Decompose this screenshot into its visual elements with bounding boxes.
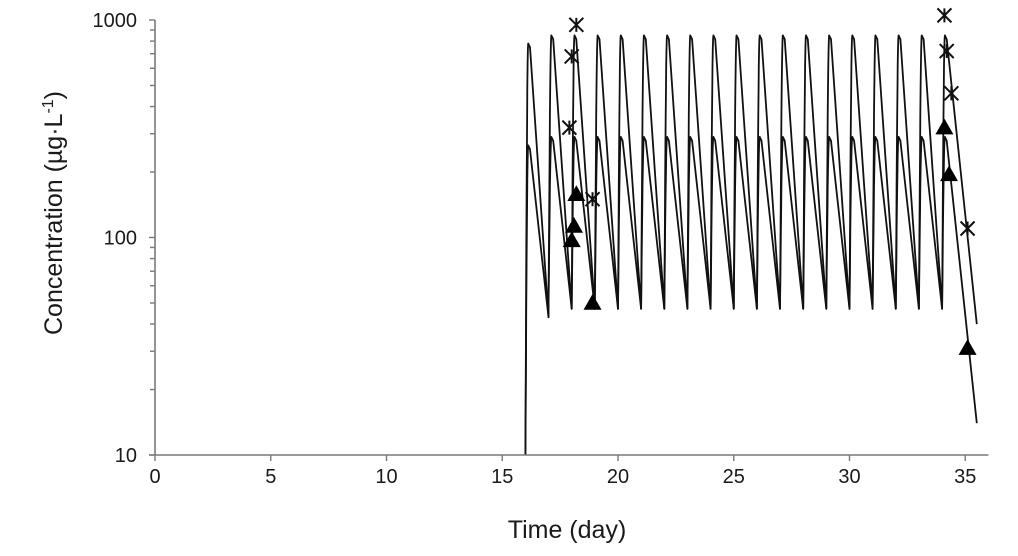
y-tick-label: 10 (115, 445, 137, 467)
x-tick-label: 0 (149, 466, 160, 488)
observed-triangle-marker (958, 339, 977, 355)
x-tick-label: 35 (954, 466, 976, 488)
observed-asterisk-marker (936, 7, 953, 24)
simulated-curves (524, 34, 978, 456)
observed-markers (561, 7, 977, 355)
x-axis-ticks: 0 5 10 15 20 25 30 35 (149, 455, 976, 488)
y-axis-title: Concentration (µg·L-1) (40, 91, 68, 335)
simulated-curve (524, 34, 978, 456)
y-tick-label: 100 (104, 228, 137, 250)
x-tick-label: 5 (265, 466, 276, 488)
observed-triangle-marker (940, 165, 959, 182)
x-tick-label: 25 (723, 466, 745, 488)
observed-asterisk-marker (568, 17, 585, 33)
observed-asterisk-marker (943, 85, 960, 102)
simulated-curve (524, 136, 978, 456)
observed-triangle-marker (935, 118, 954, 135)
observed-triangle-marker (565, 216, 584, 233)
y-axis-title-main: Concentration (µg·L (40, 113, 68, 335)
y-tick-label: 1000 (93, 10, 138, 32)
observed-triangle-marker (583, 293, 602, 310)
observed-asterisk-marker (584, 191, 601, 207)
x-tick-label: 30 (838, 466, 860, 488)
observed-triangle-marker (562, 231, 581, 248)
x-axis-title: Time (day) (508, 516, 627, 544)
y-axis-ticks: 10 100 1000 (93, 10, 155, 467)
y-axis-title-close: ) (40, 91, 68, 99)
observed-asterisk-marker (561, 119, 578, 136)
observed-triangle-marker (567, 185, 586, 202)
observed-asterisk-marker (563, 48, 580, 65)
y-axis-title-superscript: -1 (40, 99, 57, 113)
x-tick-label: 10 (375, 466, 397, 488)
axes: 10 100 1000 0 5 10 15 20 25 30 35 (93, 10, 989, 488)
observed-asterisk-marker (959, 220, 976, 237)
x-tick-label: 20 (607, 466, 629, 488)
x-tick-label: 15 (491, 466, 513, 488)
observed-asterisk-marker (939, 43, 955, 59)
